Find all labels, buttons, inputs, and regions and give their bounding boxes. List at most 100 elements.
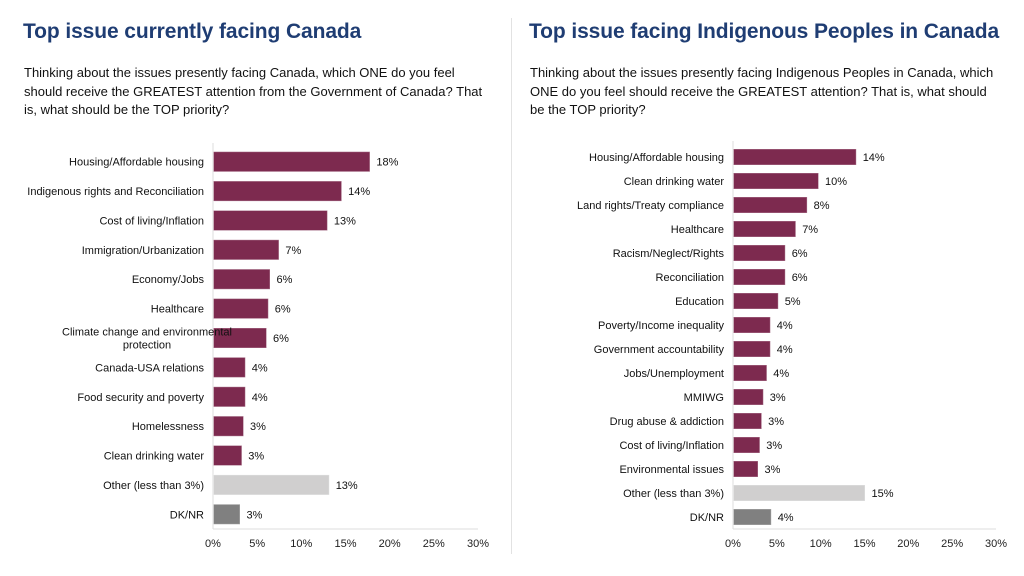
bar: [213, 445, 243, 466]
data-label: 3%: [765, 464, 781, 476]
x-tick-label: 5%: [249, 538, 265, 550]
bar: [733, 340, 771, 358]
bar: [733, 508, 772, 526]
x-tick-label: 5%: [769, 538, 785, 550]
x-tick-label: 0%: [205, 538, 221, 550]
category-label: Economy/Jobs: [132, 274, 205, 286]
chart-title: Top issue currently facing Canada: [23, 20, 362, 43]
x-tick-label: 30%: [467, 538, 489, 550]
x-tick-label: 25%: [423, 538, 445, 550]
data-label: 6%: [273, 333, 289, 345]
x-tick-label: 0%: [725, 538, 741, 550]
data-label: 18%: [376, 157, 398, 169]
bar: [213, 356, 246, 378]
category-label: Racism/Neglect/Rights: [613, 248, 725, 260]
data-label: 14%: [863, 152, 885, 164]
bar: [733, 148, 857, 166]
x-tick-label: 10%: [810, 538, 832, 550]
category-label: Healthcare: [671, 224, 724, 236]
data-label: 3%: [250, 421, 266, 433]
category-label: Clean drinking water: [624, 176, 725, 188]
category-label: MMIWG: [684, 392, 724, 404]
category-label: Other (less than 3%): [623, 488, 724, 500]
bar: [213, 151, 371, 173]
category-label: Cost of living/Inflation: [99, 216, 204, 228]
category-label: Drug abuse & addiction: [610, 416, 724, 428]
category-label: Housing/Affordable housing: [69, 157, 204, 169]
data-label: 5%: [785, 296, 801, 308]
data-label: 3%: [770, 392, 786, 404]
data-label: 14%: [348, 186, 370, 198]
x-tick-label: 10%: [290, 538, 312, 550]
data-label: 4%: [252, 362, 268, 374]
bar: [733, 244, 786, 262]
category-label: Climate change and environmental protecti…: [62, 327, 232, 352]
data-label: 8%: [814, 200, 830, 212]
category-label: Indigenous rights and Reconciliation: [27, 186, 204, 198]
x-tick-label: 30%: [985, 538, 1007, 550]
x-tick-label: 25%: [941, 538, 963, 550]
bar: [213, 474, 330, 496]
bar: [733, 388, 764, 406]
bar: [733, 292, 779, 310]
bar: [213, 503, 241, 525]
data-label: 10%: [825, 176, 847, 188]
bar: [733, 460, 759, 478]
category-label: Homelessness: [132, 421, 205, 433]
data-label: 4%: [778, 512, 794, 524]
category-label: Cost of living/Inflation: [619, 440, 724, 452]
bar: [213, 298, 269, 320]
bar: [733, 196, 808, 214]
category-label: DK/NR: [170, 509, 204, 521]
data-label: 7%: [285, 245, 301, 257]
data-label: 13%: [334, 216, 356, 228]
data-label: 7%: [802, 224, 818, 236]
data-label: 3%: [768, 416, 784, 428]
bar: [213, 268, 271, 290]
x-tick-label: 15%: [334, 538, 356, 550]
category-label: Housing/Affordable housing: [589, 152, 724, 164]
bar-chart-canada: 18% Housing/Affordable housing 14% Indigeno…: [27, 143, 489, 550]
category-label: Reconciliation: [656, 272, 724, 284]
category-label: Poverty/Income inequality: [598, 320, 724, 332]
x-tick-label: 20%: [379, 538, 401, 550]
bar: [213, 180, 343, 202]
category-label: Environmental issues: [619, 464, 724, 476]
data-label: 4%: [773, 368, 789, 380]
data-label: 13%: [336, 480, 358, 492]
data-label: 6%: [275, 304, 291, 316]
bar: [733, 268, 786, 286]
survey-question: Thinking about the issues presently faci…: [24, 65, 483, 117]
bar: [733, 364, 768, 382]
category-label: Clean drinking water: [104, 451, 205, 463]
data-label: 3%: [247, 509, 263, 521]
category-label: Immigration/Urbanization: [82, 245, 204, 257]
bar: [733, 220, 797, 238]
category-label: Education: [675, 296, 724, 308]
category-label: Other (less than 3%): [103, 480, 204, 492]
bar: [733, 316, 771, 334]
data-label: 4%: [777, 344, 793, 356]
category-label: Healthcare: [151, 304, 204, 316]
bar: [213, 210, 328, 231]
survey-question: Thinking about the issues presently faci…: [530, 65, 994, 117]
x-tick-label: 20%: [897, 538, 919, 550]
data-label: 3%: [766, 440, 782, 452]
bar: [733, 484, 866, 502]
data-label: 4%: [777, 320, 793, 332]
data-label: 4%: [252, 392, 268, 404]
category-label: Canada-USA relations: [95, 362, 204, 374]
data-label: 3%: [248, 451, 264, 463]
panel-canada-issues: Top issue currently facing Canada Thinki…: [0, 0, 511, 576]
panel-indigenous-issues: Top issue facing Indigenous Peoples in C…: [513, 0, 1024, 576]
category-label: Land rights/Treaty compliance: [577, 200, 724, 212]
chart-title: Top issue facing Indigenous Peoples in C…: [529, 20, 1000, 43]
bar: [213, 327, 267, 349]
data-label: 6%: [792, 272, 808, 284]
category-label: Government accountability: [594, 344, 725, 356]
bar: [213, 415, 244, 437]
bar: [733, 436, 761, 454]
data-label: 6%: [792, 248, 808, 260]
category-label: Jobs/Unemployment: [624, 368, 724, 380]
bar: [733, 412, 763, 430]
